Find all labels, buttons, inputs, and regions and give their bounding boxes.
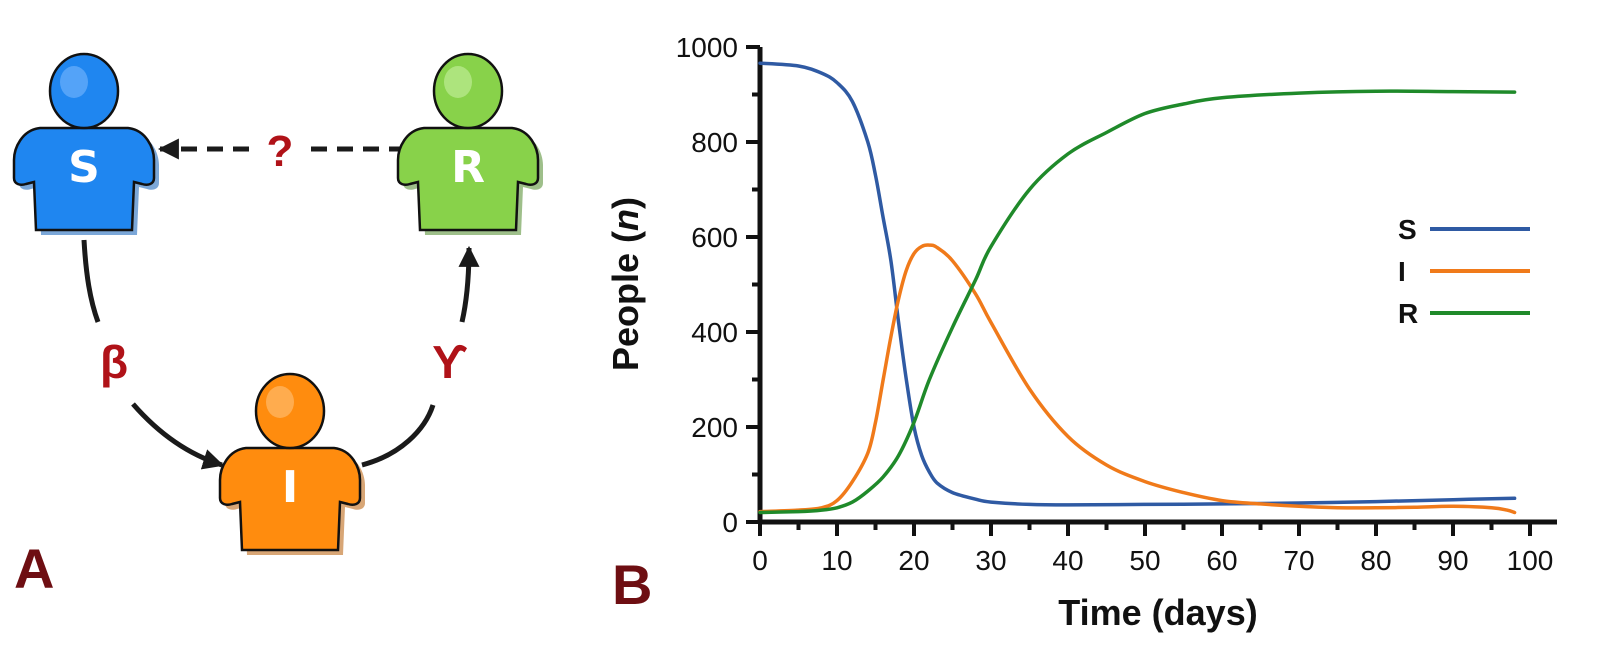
panel-a-letter: A	[14, 537, 54, 600]
y-tick-label: 200	[691, 412, 738, 443]
x-tick-label: 20	[898, 545, 929, 576]
person-i-icon: I	[218, 372, 365, 555]
chart-series	[758, 61, 1517, 515]
person-r-icon: R	[396, 52, 543, 235]
chart-legend: SIR	[1398, 214, 1530, 329]
edge-i-to-r-label: ϒ	[432, 336, 467, 388]
edge-s-to-i-line-top	[81, 239, 101, 323]
y-tick-label: 600	[691, 222, 738, 253]
y-axis-label: People (n)	[605, 197, 646, 371]
x-tick-label: 40	[1052, 545, 1083, 576]
x-tick-label: 80	[1360, 545, 1391, 576]
person-s-icon: S	[12, 52, 159, 235]
edge-r-to-s-label: ?	[267, 127, 294, 176]
y-tick-label: 800	[691, 127, 738, 158]
y-tick-label: 0	[722, 507, 738, 538]
legend-label-s: S	[1398, 214, 1417, 245]
svg-text:R: R	[451, 142, 485, 193]
edge-i-to-r-line-bottom	[361, 404, 436, 468]
x-tick-label: 30	[975, 545, 1006, 576]
edge-s-to-i-arrow	[131, 402, 225, 470]
x-tick-label: 60	[1206, 545, 1237, 576]
x-axis-label: Time (days)	[1058, 592, 1257, 633]
y-tick-label: 400	[691, 317, 738, 348]
legend-label-r: R	[1398, 298, 1418, 329]
series-line-s	[758, 61, 1517, 507]
x-tick-label: 90	[1437, 545, 1468, 576]
edge-s-to-i-label: β	[100, 336, 128, 388]
x-tick-label: 70	[1283, 545, 1314, 576]
legend-label-i: I	[1398, 256, 1406, 287]
panel-b-sir-chart: B 0 10 20 30 40 50 60 70 80 90 100 0 200 400 600 800 10…	[605, 32, 1557, 633]
series-line-r	[758, 89, 1517, 515]
x-tick-label: 10	[821, 545, 852, 576]
panel-a-sir-diagram: ? β ϒ S R I	[12, 52, 543, 600]
svg-text:S: S	[68, 142, 100, 193]
y-tick-label: 1000	[676, 32, 738, 63]
x-axis-ticks: 0 10 20 30 40 50 60 70 80 90 100	[752, 522, 1553, 576]
chart-axes	[757, 47, 1557, 525]
x-tick-label: 0	[752, 545, 768, 576]
series-line-i	[758, 243, 1517, 515]
edge-i-to-r-arrow	[458, 245, 480, 323]
x-tick-label: 100	[1507, 545, 1554, 576]
panel-b-letter: B	[612, 553, 652, 616]
x-tick-label: 50	[1129, 545, 1160, 576]
y-axis-ticks: 0 200 400 600 800 1000	[676, 32, 760, 538]
svg-text:I: I	[282, 462, 298, 513]
